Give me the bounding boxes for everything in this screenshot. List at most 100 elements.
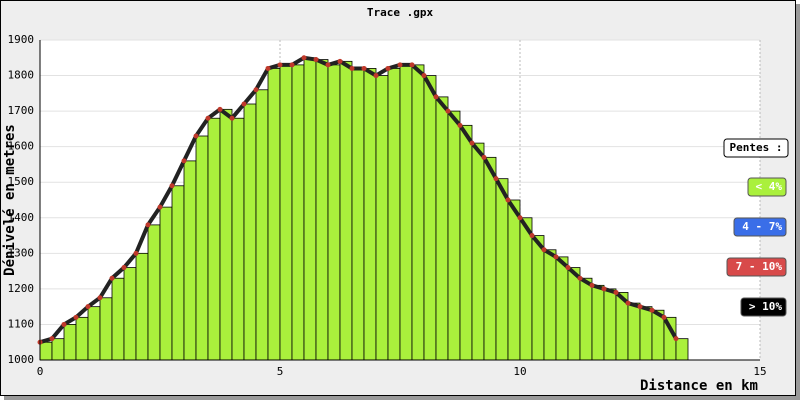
elevation-bar — [471, 142, 485, 361]
x-tick-label: 15 — [753, 365, 766, 378]
elevation-bar — [147, 224, 161, 361]
point — [361, 65, 367, 71]
elevation-bar — [411, 64, 425, 361]
elevation-bar — [207, 117, 221, 361]
x-tick-label: 0 — [37, 365, 44, 378]
elevation-bar — [219, 108, 233, 361]
elevation-bar — [243, 103, 257, 361]
elevation-bar — [555, 256, 569, 361]
elevation-bar — [483, 156, 497, 361]
elevation-bar — [363, 68, 377, 361]
point — [421, 73, 427, 79]
point — [373, 73, 379, 79]
point — [385, 65, 391, 71]
elevation-bar — [303, 57, 317, 361]
elevation-bar — [603, 288, 617, 361]
point — [205, 115, 211, 121]
point — [541, 247, 547, 253]
elevation-bar — [135, 252, 149, 361]
elevation-bar — [675, 338, 689, 361]
point — [577, 275, 583, 281]
point — [229, 115, 235, 121]
elevation-bar — [351, 68, 365, 361]
point — [601, 286, 607, 292]
elevation-bar — [183, 160, 197, 361]
y-tick-label: 1200 — [8, 282, 35, 295]
point — [85, 304, 91, 310]
elevation-bar — [495, 178, 509, 361]
elevation-bar — [63, 324, 77, 361]
point — [277, 62, 283, 68]
point — [289, 62, 295, 68]
elevation-bar — [543, 249, 557, 361]
y-tick-label: 1400 — [8, 211, 35, 224]
shadow — [4, 396, 800, 400]
point — [433, 94, 439, 100]
point — [61, 321, 67, 327]
elevation-bar — [291, 64, 305, 361]
elevation-bar — [159, 206, 173, 361]
elevation-bar — [75, 316, 89, 361]
point — [97, 295, 103, 301]
legend-swatch — [740, 297, 787, 317]
point — [649, 307, 655, 313]
y-axis-label: Dénivelé en metres — [2, 124, 18, 276]
elevation-bar — [435, 96, 449, 361]
legend-label: < 4% — [756, 180, 783, 193]
point — [565, 265, 571, 271]
elevation-line — [39, 55, 678, 345]
point — [121, 265, 127, 271]
elevation-bar — [531, 235, 545, 361]
y-tick-label: 1300 — [8, 246, 35, 259]
elevation-bar — [255, 89, 269, 361]
point — [313, 57, 319, 63]
point — [109, 275, 115, 281]
elevation-bar — [639, 306, 653, 361]
point — [673, 336, 679, 342]
point — [637, 304, 643, 310]
point — [469, 140, 475, 146]
point — [529, 233, 535, 239]
legend-label: 7 - 10% — [736, 260, 783, 273]
point — [49, 336, 55, 342]
elevation-bar — [507, 199, 521, 361]
point — [181, 158, 187, 164]
x-tick-label: 5 — [277, 365, 284, 378]
elevation-bar — [591, 284, 605, 361]
y-tick-label: 1800 — [8, 69, 35, 82]
point — [457, 122, 463, 128]
x-axis-label: Distance en km — [640, 378, 758, 394]
elevation-bar — [519, 217, 533, 361]
y-tick-label: 1500 — [8, 175, 35, 188]
elevation-bar — [123, 267, 137, 361]
point — [265, 65, 271, 71]
point — [493, 176, 499, 182]
point — [325, 62, 331, 68]
elevation-bar — [459, 124, 473, 361]
elevation-bar — [171, 185, 185, 361]
elevation-bar — [39, 341, 53, 361]
legend-label: 4 - 7% — [742, 220, 782, 233]
legend-title: Pentes : — [730, 141, 783, 154]
elevation-bar — [267, 68, 281, 361]
chart-title: Trace .gpx — [367, 6, 434, 19]
y-tick-label: 1100 — [8, 317, 35, 330]
point — [133, 250, 139, 256]
legend-swatch — [726, 257, 787, 277]
x-tick-label: 10 — [513, 365, 526, 378]
elevation-bar — [387, 68, 401, 361]
legend-swatch — [747, 177, 787, 197]
elevation-bar — [315, 59, 329, 361]
elevation-bar — [279, 64, 293, 361]
point — [145, 222, 151, 228]
point — [193, 133, 199, 139]
y-tick-label: 1700 — [8, 104, 35, 117]
point — [517, 215, 523, 221]
elevation-bar — [327, 64, 341, 361]
point — [301, 55, 307, 61]
point — [661, 314, 667, 320]
point — [625, 300, 631, 306]
legend-swatch — [733, 217, 787, 237]
elevation-bar — [51, 338, 65, 361]
